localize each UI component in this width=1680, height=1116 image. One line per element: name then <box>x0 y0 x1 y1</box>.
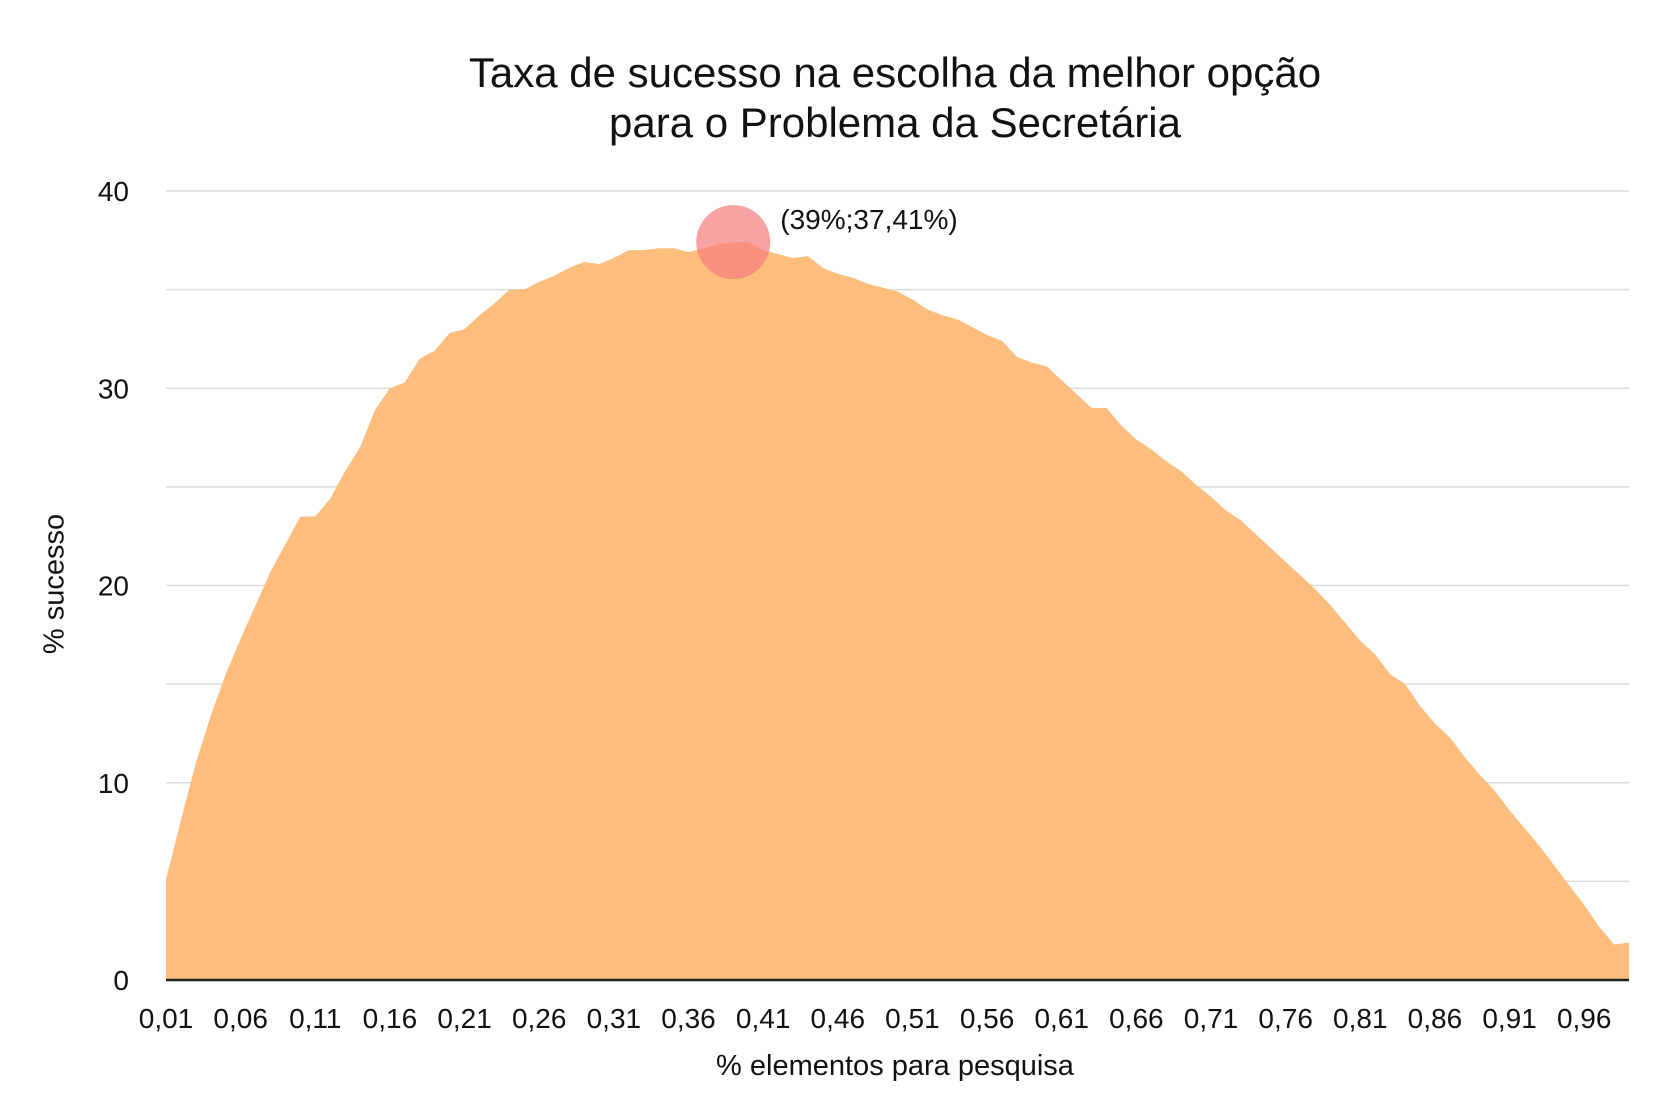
x-tick-label: 0,96 <box>1557 1003 1612 1034</box>
x-tick-label: 0,36 <box>661 1003 716 1034</box>
x-tick-label: 0,46 <box>811 1003 866 1034</box>
x-tick-label: 0,61 <box>1034 1003 1089 1034</box>
x-tick-labels: 0,01 0,06 0,11 0,16 0,21 0,26 0,31 0,36 0,41 0,46… <box>139 1003 1612 1034</box>
x-tick-label: 0,01 <box>139 1003 194 1034</box>
x-tick-label: 0,71 <box>1184 1003 1239 1034</box>
x-tick-label: 0,16 <box>363 1003 418 1034</box>
x-tick-label: 0,81 <box>1333 1003 1388 1034</box>
chart-title: Taxa de sucesso na escolha da melhor opç… <box>0 48 1680 148</box>
x-tick-label: 0,86 <box>1408 1003 1463 1034</box>
chart-title-line-1: Taxa de sucesso na escolha da melhor opç… <box>468 49 1322 96</box>
y-tick-label: 40 <box>98 176 129 207</box>
x-tick-label: 0,11 <box>289 1003 341 1034</box>
max-point-highlight: (39%;37,41%) <box>696 204 958 280</box>
y-axis-title: % sucesso <box>38 513 71 655</box>
y-tick-labels: 0 10 20 30 40 <box>98 176 129 996</box>
max-point-label: (39%;37,41%) <box>780 204 957 235</box>
x-tick-label: 0,76 <box>1258 1003 1313 1034</box>
x-tick-label: 0,06 <box>213 1003 268 1034</box>
y-tick-label: 0 <box>113 965 129 996</box>
y-tick-label: 10 <box>98 768 129 799</box>
chart-title-line-2: para o Problema da Secretária <box>609 99 1181 146</box>
x-tick-label: 0,41 <box>736 1003 791 1034</box>
y-tick-label: 20 <box>98 571 129 602</box>
max-point-marker <box>696 205 771 280</box>
x-tick-label: 0,21 <box>437 1003 492 1034</box>
x-tick-label: 0,91 <box>1482 1003 1537 1034</box>
y-tick-label: 30 <box>98 373 129 404</box>
x-tick-label: 0,26 <box>512 1003 567 1034</box>
x-tick-label: 0,66 <box>1109 1003 1164 1034</box>
area-series <box>166 242 1629 981</box>
area-fill <box>166 242 1629 981</box>
x-tick-label: 0,56 <box>960 1003 1015 1034</box>
x-axis-title: % elementos para pesquisa <box>716 1050 1074 1082</box>
x-tick-label: 0,51 <box>885 1003 940 1034</box>
x-tick-label: 0,31 <box>587 1003 642 1034</box>
